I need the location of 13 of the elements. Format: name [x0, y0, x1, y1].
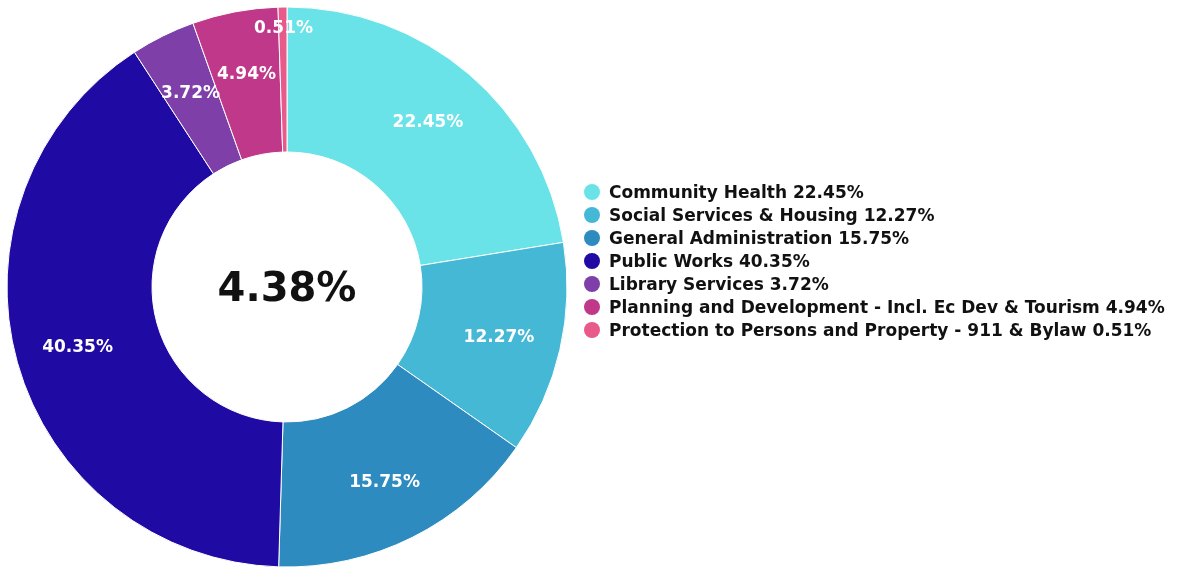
- data-label: 40.35%: [42, 335, 113, 356]
- data-label: 12.27%: [463, 325, 535, 346]
- data-label: 15.75%: [349, 471, 420, 492]
- text: 4.38%: [217, 264, 357, 310]
- data-label: 22.45%: [392, 111, 464, 132]
- data-label: 4.94%: [217, 63, 276, 84]
- legend-label: Library Services 3.72%: [609, 274, 829, 294]
- legend-label: Protection to Persons and Property - 911 & Bylaw 0.51%: [609, 320, 1152, 340]
- legend-label: Planning and Development - Incl. Ec Dev & Tourism 4.94%: [609, 297, 1165, 317]
- legend-label: Social Services & Housing 12.27%: [609, 205, 935, 225]
- legend-label: Public Works 40.35%: [609, 251, 810, 271]
- legend-label: Community Health 22.45%: [609, 182, 864, 202]
- legend-label: General Administration 15.75%: [609, 228, 910, 248]
